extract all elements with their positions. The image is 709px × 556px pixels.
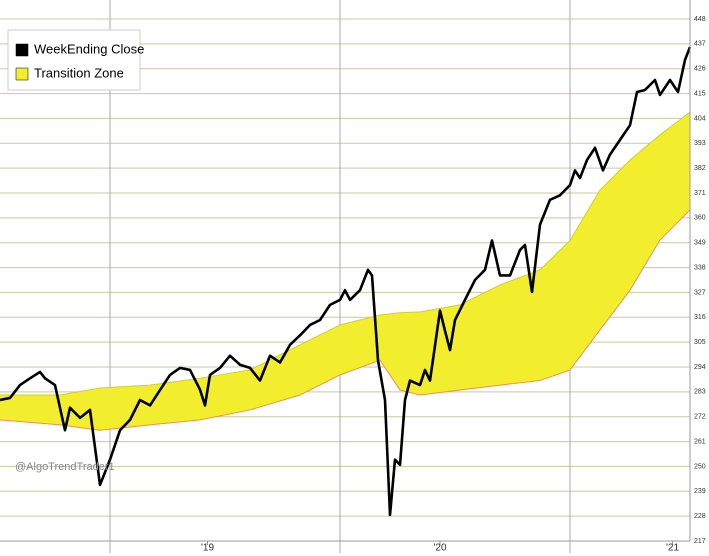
legend-label: WeekEnding Close: [34, 41, 144, 56]
x-tick-label: '19: [201, 543, 214, 554]
y-tick-label: 448: [694, 16, 706, 23]
zone-lower-edge: [0, 209, 691, 431]
y-tick-label: 283: [694, 389, 706, 396]
y-tick-label: 393: [694, 140, 706, 147]
y-tick-label: 382: [694, 165, 706, 172]
y-tick-label: 250: [694, 463, 706, 470]
close-line: [0, 46, 692, 517]
y-tick-label: 217: [694, 538, 706, 545]
x-tick-label: '21: [666, 543, 679, 554]
legend-label: Transition Zone: [34, 65, 124, 80]
y-tick-label: 426: [694, 66, 706, 73]
y-tick-label: 272: [694, 414, 706, 421]
y-tick-label: 349: [694, 240, 706, 247]
watermark: @AlgoTrendTrader1: [15, 461, 115, 473]
legend-swatch: [15, 67, 29, 81]
transition-zone: [0, 112, 690, 431]
y-tick-label: 360: [694, 215, 706, 222]
y-tick-label: 305: [694, 339, 706, 346]
y-tick-label: 261: [694, 438, 706, 445]
y-tick-label: 338: [694, 264, 706, 271]
y-tick-label: 437: [694, 41, 706, 48]
y-tick-label: 316: [694, 314, 706, 321]
y-tick-label: 294: [694, 364, 706, 371]
legend: WeekEnding Close Transition Zone: [7, 29, 144, 91]
zone-upper-edge: [0, 111, 691, 396]
y-tick-label: 327: [694, 289, 706, 296]
y-tick-label: 415: [694, 90, 706, 97]
y-tick-label: 371: [694, 190, 706, 197]
legend-swatch: [15, 43, 29, 57]
y-tick-label: 228: [694, 513, 706, 520]
y-tick-label: 239: [694, 488, 706, 495]
legend-box: [7, 29, 141, 91]
y-tick-label: 404: [694, 115, 706, 122]
x-tick-label: '20: [433, 543, 446, 554]
